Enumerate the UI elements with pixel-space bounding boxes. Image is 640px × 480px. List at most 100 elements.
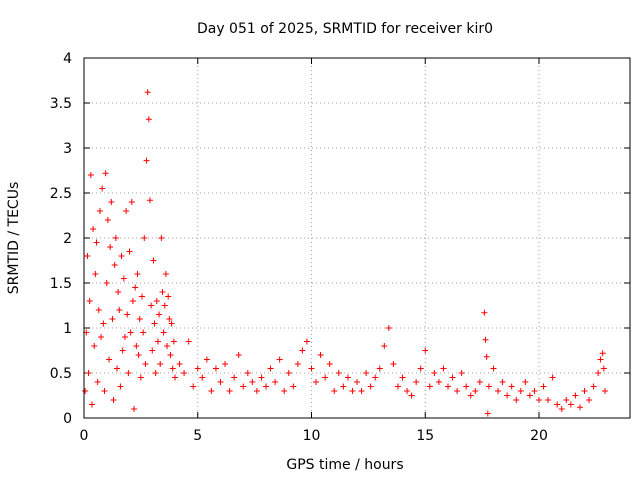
data-point [194, 365, 201, 372]
y-tick-label: 4 [63, 51, 72, 67]
x-tick-label: 20 [530, 428, 548, 444]
data-point [576, 404, 583, 411]
data-point [549, 374, 556, 381]
data-point [143, 157, 150, 164]
data-point [313, 379, 320, 385]
data-point [144, 89, 151, 96]
data-point [199, 374, 206, 381]
data-point [499, 379, 506, 385]
data-point [601, 388, 608, 394]
data-point [140, 329, 147, 336]
data-point [240, 383, 247, 390]
data-point [517, 388, 524, 394]
data-point [463, 383, 470, 390]
data-point [115, 289, 122, 295]
data-point [426, 383, 433, 390]
data-point [190, 383, 197, 390]
data-point [90, 226, 97, 232]
data-point [107, 244, 114, 250]
data-point [136, 316, 143, 322]
data-point [467, 392, 474, 399]
data-point [158, 235, 165, 241]
data-point [235, 352, 242, 358]
data-point [563, 397, 570, 403]
data-point [104, 217, 111, 223]
data-point [581, 388, 588, 394]
data-point [431, 370, 438, 376]
data-point [151, 320, 158, 327]
data-point [98, 334, 105, 340]
data-point [454, 388, 461, 394]
data-point [168, 320, 175, 327]
data-point [146, 197, 153, 204]
data-point [145, 116, 152, 123]
data-point [208, 388, 215, 394]
data-point [126, 248, 133, 255]
data-point [161, 302, 168, 309]
data-point [363, 370, 370, 376]
data-points [82, 89, 608, 417]
data-point [106, 356, 113, 363]
data-point [404, 388, 411, 394]
data-point [483, 353, 490, 360]
grid [84, 58, 630, 418]
data-point [93, 239, 100, 246]
data-point [86, 298, 93, 304]
data-point [545, 397, 552, 403]
data-point [540, 383, 547, 390]
data-point [285, 370, 292, 376]
data-point [599, 350, 606, 357]
data-point [600, 365, 607, 372]
data-point [258, 374, 265, 381]
data-point [162, 271, 169, 277]
data-point [508, 383, 515, 390]
data-point [170, 338, 177, 345]
data-point [135, 352, 142, 358]
data-point [435, 379, 442, 385]
data-point [102, 170, 109, 177]
data-point [85, 370, 92, 376]
data-point [484, 410, 491, 417]
data-point [156, 311, 163, 318]
data-point [504, 392, 511, 399]
y-tick-label: 0 [63, 411, 72, 427]
data-point [112, 235, 119, 241]
data-point [113, 365, 120, 372]
data-point [322, 374, 329, 381]
data-point [123, 208, 130, 214]
data-point [103, 280, 110, 286]
data-point [92, 271, 99, 277]
data-point [449, 374, 456, 381]
data-point [513, 397, 520, 403]
data-point [167, 352, 174, 358]
data-point [390, 361, 397, 367]
data-point [299, 347, 306, 354]
data-point [132, 284, 139, 291]
data-point [495, 388, 502, 394]
chart-title: Day 051 of 2025, SRMTID for receiver kir… [197, 21, 493, 37]
data-point [95, 307, 102, 313]
x-tick-label: 0 [80, 428, 89, 444]
data-point [109, 316, 116, 322]
data-point [385, 325, 392, 331]
data-point [554, 401, 561, 408]
data-point [96, 208, 103, 214]
data-point [531, 388, 538, 394]
y-tick-label: 3.5 [50, 96, 72, 112]
data-point [149, 347, 156, 354]
data-point [176, 361, 183, 367]
data-point [133, 343, 140, 349]
data-point [169, 365, 176, 372]
data-point [399, 374, 406, 381]
data-point [572, 392, 579, 399]
data-point [87, 172, 94, 178]
data-point [222, 361, 229, 367]
data-point [326, 361, 333, 367]
data-point [413, 379, 420, 385]
data-point [99, 185, 106, 192]
data-point [185, 338, 192, 345]
data-point [590, 383, 597, 390]
y-tick-label: 3 [63, 141, 72, 157]
data-point [142, 361, 149, 367]
data-point [152, 370, 159, 376]
